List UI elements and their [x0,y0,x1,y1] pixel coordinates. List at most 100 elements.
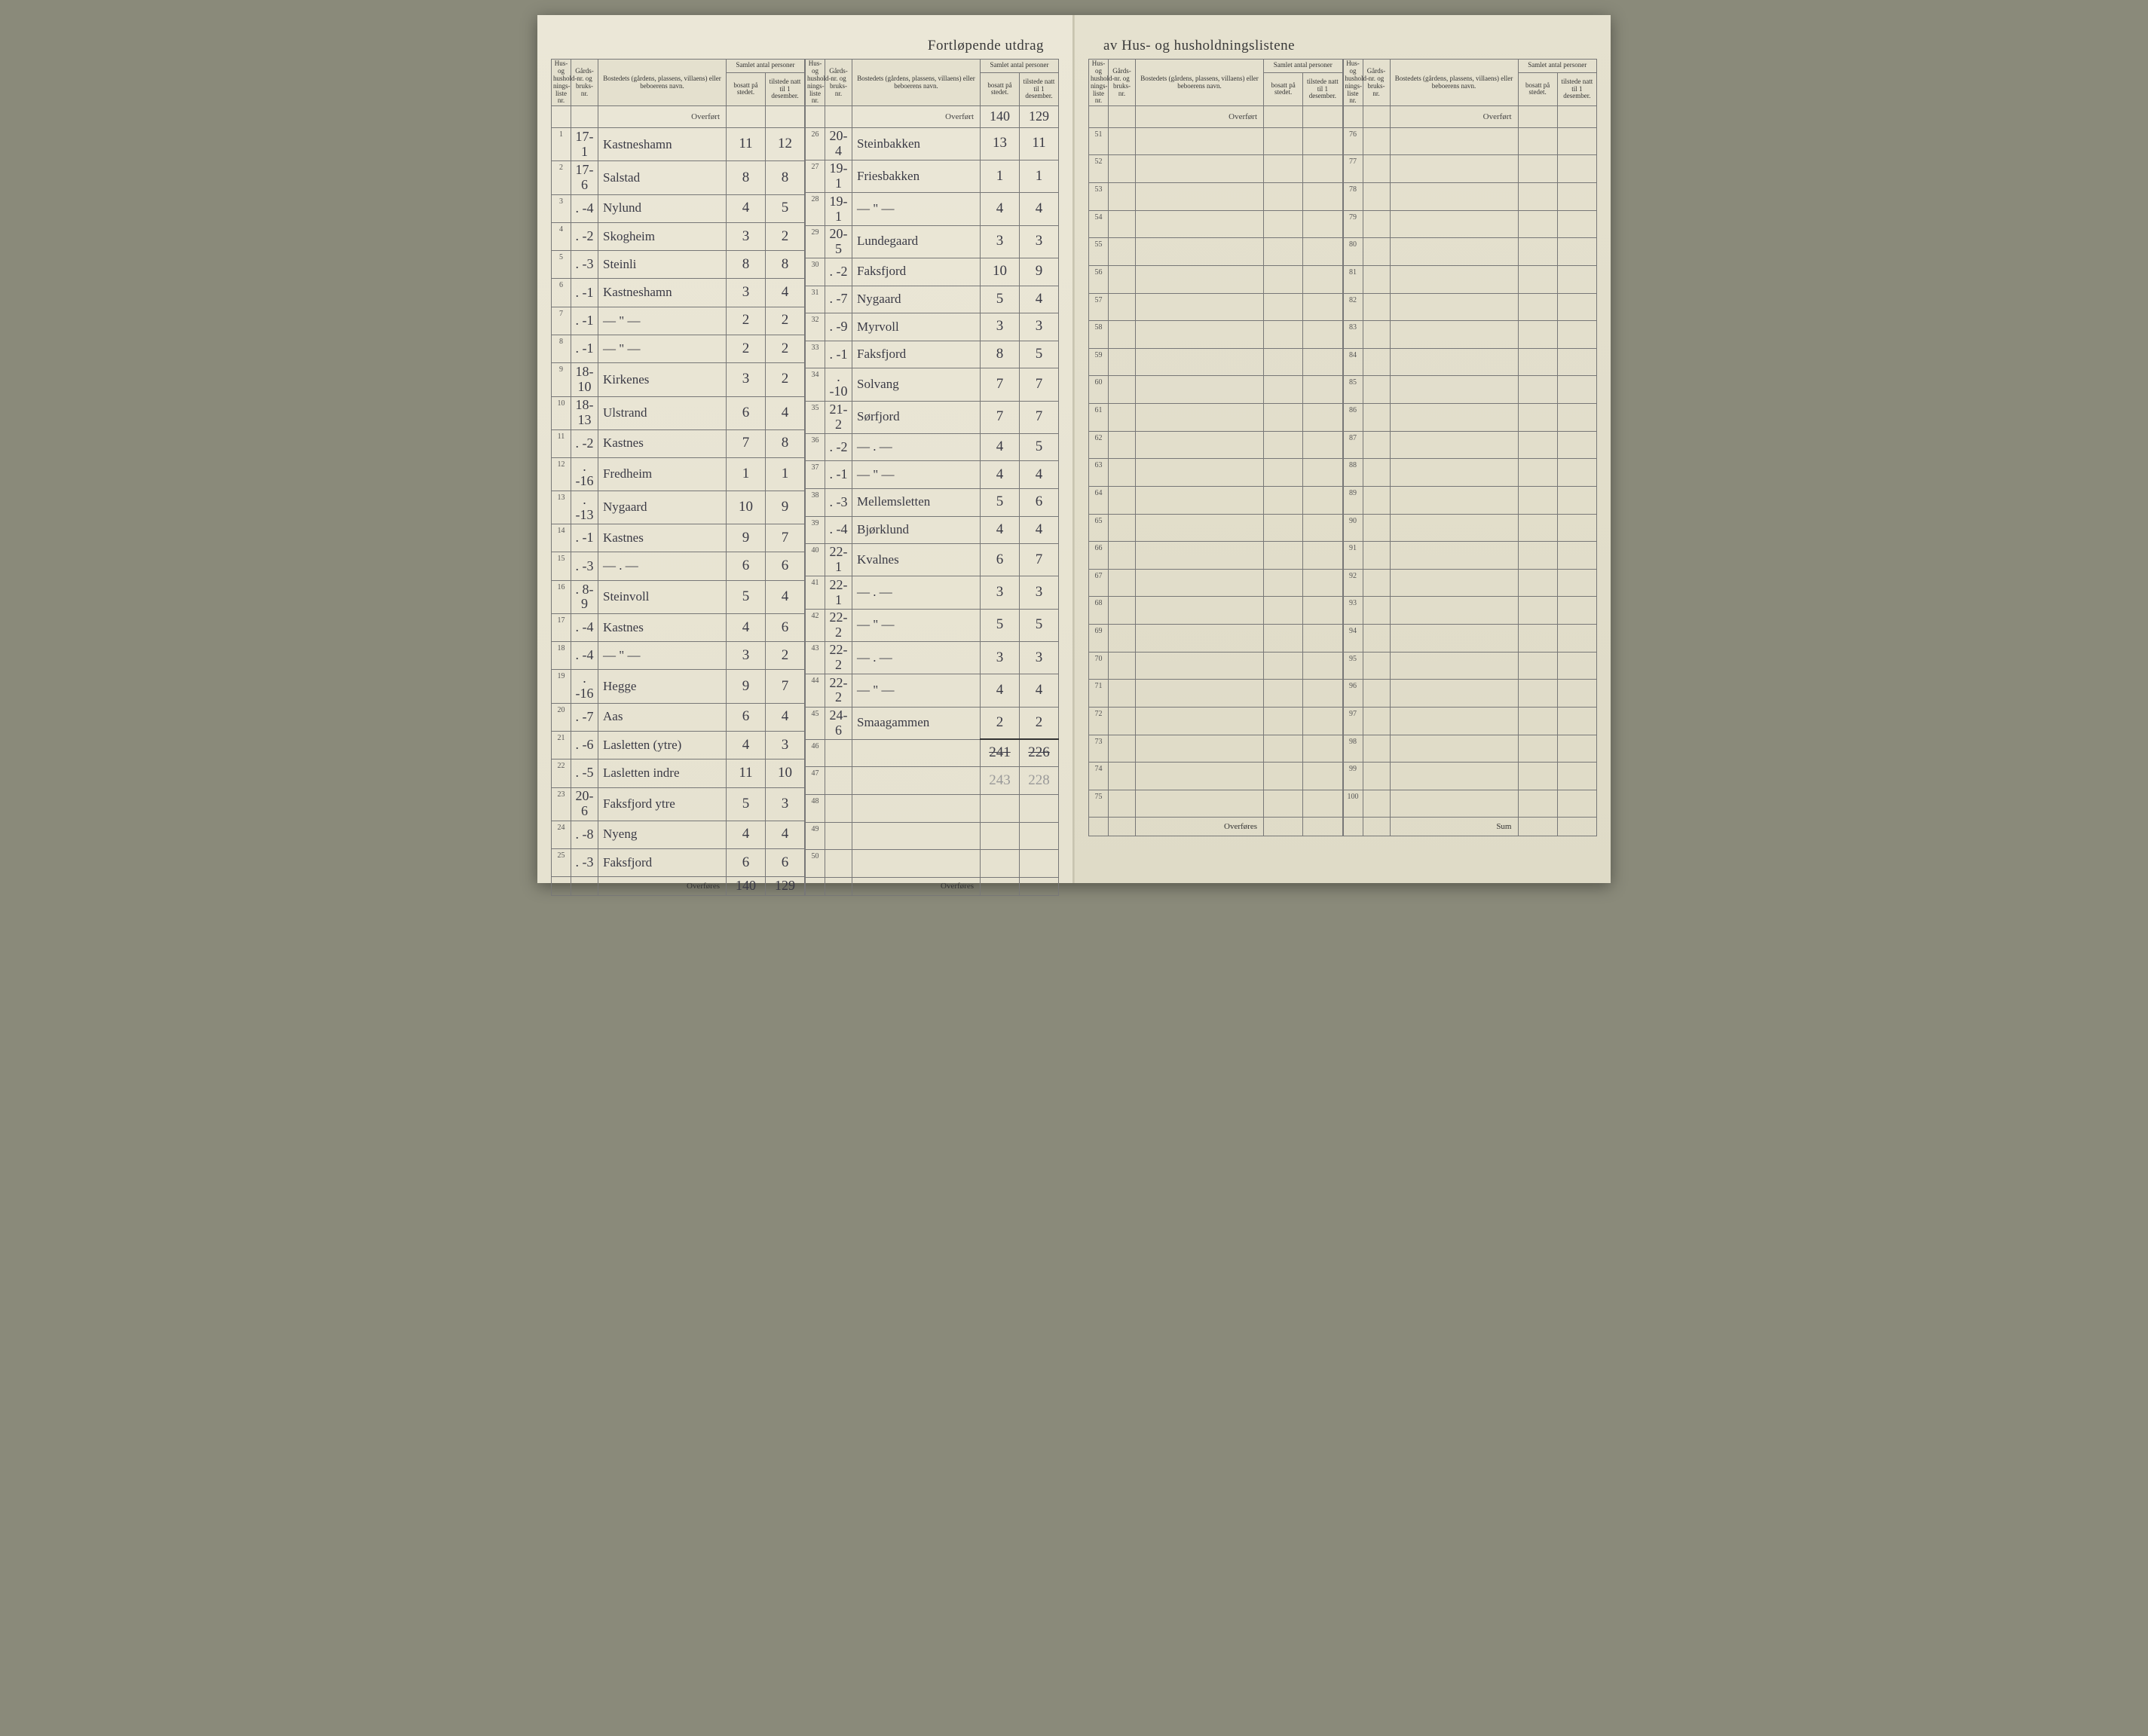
row-number: 82 [1343,293,1363,321]
footer-bosatt [1518,818,1557,836]
row-number: 26 [806,127,825,160]
cell-tilstede [1303,680,1342,708]
right-tables: Hus- og hushold-nings-liste nr.Gårds-nr.… [1088,59,1597,824]
cell-name [1390,210,1518,238]
cell-tilstede [1557,735,1596,763]
cell-bosatt [1264,404,1303,432]
cell-gnr [1363,486,1390,514]
cell-bosatt [1518,486,1557,514]
ledger-panel: Hus- og hushold-nings-liste nr.Gårds-nr.… [1088,59,1343,836]
ledger-row: 79 [1343,210,1597,238]
cell-gnr [825,767,852,795]
header-tilstede: tilstede natt til 1 desember. [766,72,805,106]
header-tilstede: tilstede natt til 1 desember. [1303,72,1342,106]
cell-tilstede [1303,183,1342,211]
cell-name: Steinli [598,251,727,279]
cell-gnr [1363,625,1390,653]
cell-tilstede [1557,376,1596,404]
cell-name [1136,210,1264,238]
cell-bosatt [1518,625,1557,653]
cell-tilstede [1557,459,1596,487]
row-number: 28 [806,193,825,225]
row-number: 33 [806,341,825,368]
ledger-row: 55 [1089,238,1343,266]
cell-bosatt: 5 [981,286,1020,313]
ledger-row: 59 [1089,348,1343,376]
ledger-row: 2819-1— " —44 [806,193,1059,225]
row-number: 49 [806,822,825,850]
cell-tilstede: 4 [766,821,805,848]
row-number: 48 [806,794,825,822]
cell-name: Kastneshamn [598,128,727,161]
overfort-label: Overført [852,106,981,127]
cell-bosatt [1264,569,1303,597]
left-page: Fortløpende utdrag Hus- og hushold-nings… [537,15,1074,883]
cell-tilstede [1557,431,1596,459]
cell-name [1136,514,1264,542]
cell-name [1136,790,1264,818]
cell-tilstede: 7 [1020,544,1059,576]
cell-gnr: 17-1 [571,128,598,161]
row-number: 41 [806,576,825,609]
row-number: 53 [1089,183,1109,211]
ledger-row: 89 [1343,486,1597,514]
cell-gnr [1109,569,1136,597]
overfort-row: Overført [552,106,805,128]
cell-bosatt [1518,238,1557,266]
cell-tilstede: 5 [1020,609,1059,641]
cell-tilstede: 226 [1020,739,1059,767]
cell-name: Bjørklund [852,516,981,544]
cell-bosatt: 11 [727,760,766,787]
row-number: 88 [1343,459,1363,487]
cell-tilstede: 2 [766,335,805,363]
cell-bosatt: 4 [981,193,1020,225]
cell-bosatt: 11 [727,128,766,161]
header-bosatt: bosatt på stedet. [727,72,766,106]
row-number: 4 [552,222,571,250]
cell-bosatt: 3 [981,225,1020,258]
cell-tilstede: 8 [766,429,805,457]
ledger-row: 63 [1089,459,1343,487]
cell-name [1390,431,1518,459]
cell-bosatt [1518,210,1557,238]
cell-bosatt: 3 [727,279,766,307]
cell-name [1390,790,1518,818]
ledger-row: 91 [1343,542,1597,570]
cell-gnr [1109,293,1136,321]
cell-gnr: . -2 [825,258,852,286]
footer-row: Sum [1343,818,1597,836]
ledger-row: 39. -4Bjørklund44 [806,516,1059,544]
header-liste-nr: Hus- og hushold-nings-liste nr. [1089,60,1109,106]
cell-tilstede [1557,127,1596,155]
row-number: 30 [806,258,825,286]
ledger-row: 2320-6Faksfjord ytre53 [552,787,805,821]
cell-gnr: . -16 [571,457,598,491]
ledger-row: 60 [1089,376,1343,404]
cell-gnr [1363,735,1390,763]
cell-tilstede: 2 [766,363,805,396]
cell-gnr: . -5 [571,760,598,787]
ledger-row: 100 [1343,790,1597,818]
header-bosted: Bostedets (gårdens, plassens, villaens) … [852,60,981,106]
cell-gnr [1363,293,1390,321]
cell-bosatt [1264,155,1303,183]
row-number: 16 [552,580,571,613]
row-number: 36 [806,433,825,461]
ledger-row: 61 [1089,404,1343,432]
cell-tilstede: 3 [766,731,805,759]
header-liste-nr: Hus- og hushold-nings-liste nr. [1343,60,1363,106]
cell-name [1390,486,1518,514]
ledger-row: 32. -9Myrvoll33 [806,313,1059,341]
cell-gnr [1109,183,1136,211]
cell-bosatt [1264,293,1303,321]
row-number: 69 [1089,625,1109,653]
cell-name: Solvang [852,368,981,401]
cell-bosatt: 3 [727,222,766,250]
cell-tilstede [1557,183,1596,211]
ledger-row: 57 [1089,293,1343,321]
row-number: 9 [552,363,571,396]
cell-gnr: 24-6 [825,707,852,739]
cell-bosatt: 4 [981,433,1020,461]
ledger-row: 11. -2Kastnes78 [552,429,805,457]
row-number: 32 [806,313,825,341]
